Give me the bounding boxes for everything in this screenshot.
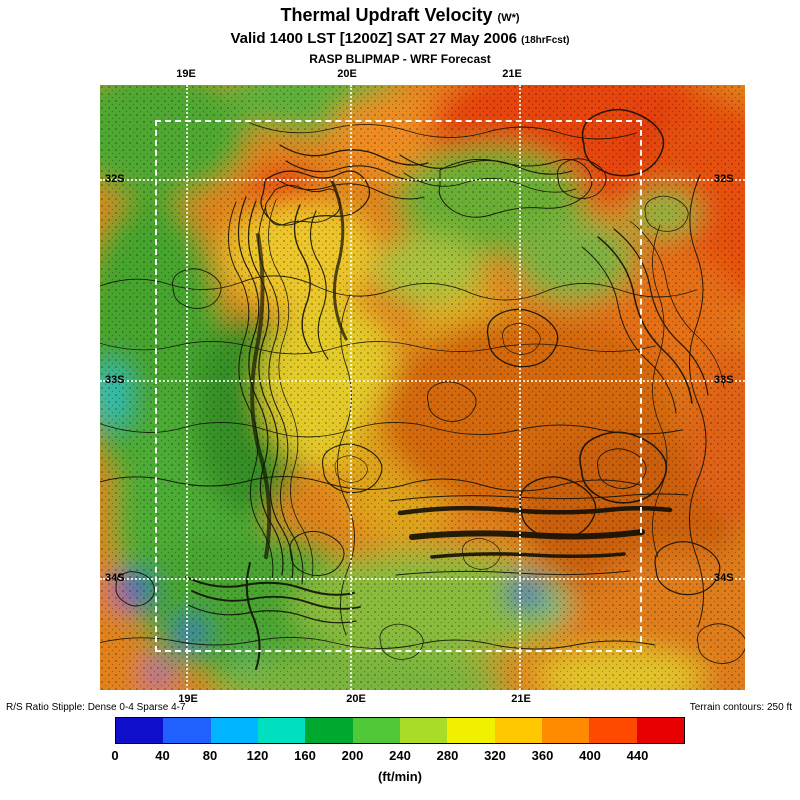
forecast-hour: (18hrFcst) (521, 35, 570, 46)
grid-line-21E (519, 85, 521, 690)
grid-line-20E (350, 85, 352, 690)
colorbar (115, 717, 685, 744)
grid-line-34S (100, 578, 745, 580)
x-tick-top-19E: 19E (176, 68, 196, 80)
valid-time-text: Valid 1400 LST [1200Z] SAT 27 May 2006 (230, 30, 517, 47)
colorbar-segment (494, 718, 542, 743)
colorbar-segment (589, 718, 637, 743)
thermal-map-canvas (100, 85, 745, 690)
stipple-note: R/S Ratio Stipple: Dense 0-4 Sparse 4-7 (6, 702, 186, 713)
grid-line-33S (100, 380, 745, 382)
colorbar-segment (352, 718, 400, 743)
y-tick-left-33S: 33S (105, 374, 125, 386)
colorbar-tick: 0 (111, 748, 119, 763)
colorbar-segment (116, 718, 164, 743)
colorbar-segment (399, 718, 448, 743)
colorbar-segment (163, 718, 211, 743)
colorbar-segment (447, 718, 495, 743)
y-tick-right-32S: 32S (714, 173, 734, 185)
x-tick-top-21E: 21E (502, 68, 522, 80)
stipple-overlay (100, 85, 745, 690)
colorbar-tick: 400 (579, 748, 601, 763)
model-name: RASP BLIPMAP - WRF Forecast (309, 52, 491, 66)
colorbar-segment (257, 718, 306, 743)
valid-time-line: Valid 1400 LST [1200Z] SAT 27 May 2006 (… (0, 29, 800, 51)
colorbar-segment (636, 718, 684, 743)
title-text: Thermal Updraft Velocity (280, 5, 493, 25)
colorbar-tick: 240 (389, 748, 411, 763)
y-tick-right-33S: 33S (714, 374, 734, 386)
x-tick-bottom-21E: 21E (511, 693, 531, 705)
colorbar-tick: 160 (294, 748, 316, 763)
x-tick-bottom-19E: 19E (178, 693, 198, 705)
grid-line-32S (100, 179, 745, 181)
x-tick-top-20E: 20E (337, 68, 357, 80)
terrain-contours-note: Terrain contours: 250 ft (689, 702, 792, 713)
y-tick-left-34S: 34S (105, 572, 125, 584)
colorbar-tick: 80 (202, 748, 218, 763)
colorbar-unit-label: (ft/min) (377, 769, 423, 784)
colorbar-tick: 360 (531, 748, 554, 763)
x-tick-bottom-20E: 20E (346, 693, 366, 705)
y-tick-right-34S: 34S (714, 572, 734, 584)
model-domain-boundary (155, 120, 642, 652)
title-variable-suffix: (W*) (497, 12, 520, 24)
grid-line-19E (186, 85, 188, 690)
colorbar-segment (305, 718, 353, 743)
colorbar-tick: 40 (155, 748, 170, 763)
colorbar-tick: 440 (626, 748, 649, 763)
colorbar-tick: 320 (484, 748, 506, 763)
page-title: Thermal Updraft Velocity (W*) (0, 4, 800, 29)
colorbar-tick: 200 (341, 748, 364, 763)
colorbar-tick: 280 (436, 748, 459, 763)
colorbar-segment (210, 718, 258, 743)
map-region: 19E 20E 21E 19E 20E 21E 32S 33S 34S 32S … (100, 68, 745, 705)
colorbar-segment (541, 718, 590, 743)
y-tick-left-32S: 32S (105, 173, 125, 185)
header: Thermal Updraft Velocity (W*) Valid 1400… (0, 4, 800, 67)
colorbar-ticks: 0 40 80 120 160 200 240 280 320 360 400 … (111, 748, 685, 764)
colorbar-tick: 120 (246, 748, 269, 763)
terrain-contours (100, 108, 745, 670)
